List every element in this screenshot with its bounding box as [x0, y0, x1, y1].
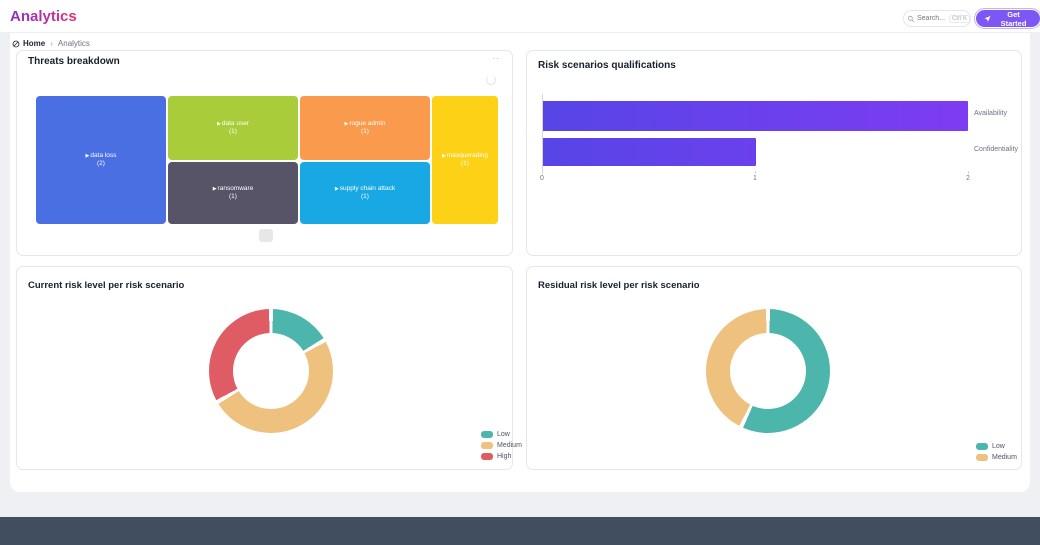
category-label: Availability — [974, 110, 1007, 117]
card-title: Risk scenarios qualifications — [538, 60, 676, 71]
treemap-breadcrumb[interactable] — [259, 229, 273, 242]
treemap-cell-supply-chain-attack[interactable]: ▶supply chain attack (1) — [300, 162, 430, 224]
residual-risk-card: Residual risk level per risk scenario Lo… — [526, 266, 1022, 470]
treemap-cell-data-loss[interactable]: ▶data loss (2) — [36, 96, 166, 224]
search-box[interactable]: Ctrl K — [903, 10, 971, 27]
treemap-cell-rogue-admin[interactable]: ▶rogue admin (1) — [300, 96, 430, 160]
top-bar: Analytics Ctrl K Get Started — [0, 0, 1040, 33]
treemap-cell-ransomware[interactable]: ▶ransomware (1) — [168, 162, 298, 224]
card-title: Residual risk level per risk scenario — [538, 280, 700, 291]
footer-band — [0, 517, 1040, 545]
legend-swatch — [481, 431, 493, 438]
legend-item-high[interactable]: High — [481, 453, 522, 460]
card-title: Current risk level per risk scenario — [28, 280, 185, 291]
x-tick-mark — [968, 171, 969, 174]
legend-swatch — [976, 454, 988, 461]
risk-qualifications-card: Risk scenarios qualifications Availabili… — [526, 50, 1022, 256]
breadcrumb-home-label: Home — [23, 39, 46, 48]
expand-arrow-icon: ▶ — [441, 153, 446, 159]
residual-risk-donut[interactable] — [706, 309, 830, 433]
search-input[interactable] — [917, 15, 947, 22]
treemap-cell-masquerading[interactable]: ▶masquerading (1) — [432, 96, 498, 224]
bar-availability[interactable] — [543, 101, 968, 131]
expand-arrow-icon: ▶ — [217, 121, 221, 127]
category-label: Confidentiality — [974, 146, 1018, 153]
refresh-icon[interactable] — [486, 75, 496, 85]
get-started-label: Get Started — [1000, 9, 1027, 28]
get-started-button[interactable]: Get Started — [974, 8, 1040, 29]
page-title: Analytics — [10, 8, 77, 25]
x-tick-label: 1 — [753, 175, 757, 182]
bar-confidentiality[interactable] — [543, 138, 756, 166]
x-tick-mark — [755, 171, 756, 174]
treemap-cell-data-user[interactable]: ▶data user (1) — [168, 96, 298, 160]
threats-treemap: ▶data loss (2) ▶data user (1) ▶ransomwar… — [36, 96, 498, 224]
breadcrumb-separator: › — [50, 39, 53, 48]
home-icon — [12, 40, 20, 48]
expand-arrow-icon: ▶ — [212, 186, 217, 192]
breadcrumb-current: Analytics — [57, 39, 90, 48]
search-icon — [907, 15, 915, 23]
breadcrumb: Home › Analytics — [12, 39, 90, 48]
card-title: Threats breakdown — [28, 56, 120, 67]
legend-item-medium[interactable]: Medium — [976, 454, 1017, 461]
legend-item-medium[interactable]: Medium — [481, 442, 522, 449]
footer-gap — [0, 492, 1040, 517]
legend-swatch — [481, 453, 493, 460]
current-risk-card: Current risk level per risk scenario Low… — [16, 266, 522, 470]
expand-arrow-icon: ▶ — [334, 186, 339, 192]
legend-swatch — [481, 442, 493, 449]
x-tick-label: 0 — [540, 175, 544, 182]
x-tick-label: 2 — [966, 175, 970, 182]
residual-risk-legend: Low Medium — [976, 443, 1017, 461]
current-risk-legend: Low Medium High — [481, 431, 522, 460]
bar-chart-plot — [542, 94, 968, 171]
x-tick-mark — [542, 171, 543, 174]
threats-breakdown-card: Threats breakdown ·· ▶data loss (2) ▶dat… — [16, 50, 513, 256]
card-menu-icon[interactable]: ·· — [492, 54, 500, 63]
current-risk-donut[interactable] — [209, 309, 333, 433]
legend-swatch — [976, 443, 988, 450]
legend-item-low[interactable]: Low — [976, 443, 1017, 450]
legend-item-low[interactable]: Low — [481, 431, 522, 438]
expand-arrow-icon: ▶ — [344, 121, 349, 127]
search-shortcut-badge: Ctrl K — [949, 14, 970, 23]
breadcrumb-home[interactable]: Home — [12, 39, 45, 48]
expand-arrow-icon: ▶ — [85, 153, 90, 159]
paper-plane-icon — [984, 15, 992, 23]
